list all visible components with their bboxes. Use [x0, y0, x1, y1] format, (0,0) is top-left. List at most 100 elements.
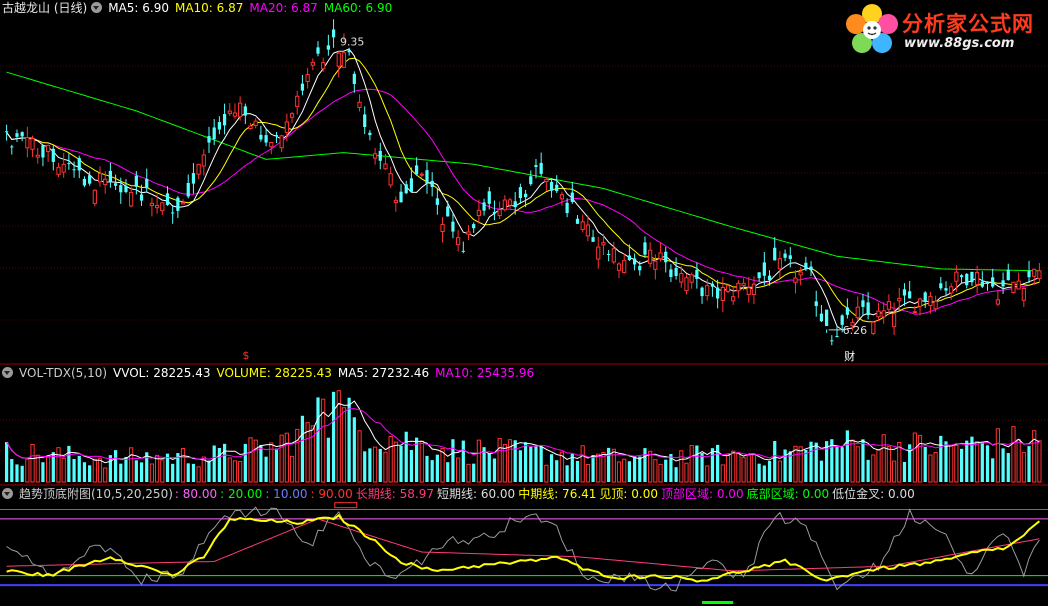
volume-bar: [476, 439, 481, 483]
candlestick: [648, 242, 653, 268]
volume-bar: [850, 439, 855, 483]
volume-bar: [269, 442, 274, 483]
candlestick: [46, 144, 51, 162]
volume-bar: [939, 435, 943, 482]
volume-bar: [876, 449, 881, 483]
volume-bar: [1027, 446, 1031, 482]
volume-bar: [954, 444, 959, 483]
candlestick: [1006, 263, 1010, 281]
candlestick: [363, 106, 367, 134]
dropdown-circle-icon[interactable]: [91, 2, 103, 13]
candle-body: [212, 127, 216, 140]
volume-bar: [51, 452, 55, 482]
candle-body: [949, 286, 954, 294]
candle-body: [305, 74, 310, 82]
candle-body: [451, 221, 455, 232]
volume-bar: [741, 457, 746, 483]
dropdown-circle-icon[interactable]: [2, 488, 13, 499]
volume-bar: [601, 452, 606, 483]
candle-body: [830, 340, 834, 342]
candle-body: [570, 192, 574, 203]
candlestick: [41, 144, 45, 167]
volume-bar: [804, 449, 808, 482]
candle-body: [160, 202, 165, 212]
candle-body: [1011, 281, 1016, 293]
candle-body: [773, 247, 777, 261]
candlestick: [855, 296, 860, 321]
finance-marker[interactable]: 财: [844, 349, 855, 363]
volume-bar: [368, 448, 372, 482]
candle-body: [30, 138, 35, 150]
candlestick: [959, 274, 964, 284]
candle-body: [4, 131, 9, 133]
candle-body: [1006, 269, 1010, 281]
candlestick: [638, 261, 642, 276]
candlestick: [25, 126, 30, 158]
candlestick: [773, 237, 777, 261]
candlestick: [300, 74, 305, 96]
volume-bar: [165, 453, 170, 482]
candle-body: [736, 282, 741, 292]
candlestick: [523, 189, 528, 208]
candlestick: [1011, 281, 1016, 294]
volume-bar: [160, 459, 165, 483]
candlestick: [440, 217, 445, 243]
volume-bar: [238, 461, 243, 483]
dropdown-circle-icon[interactable]: [2, 367, 13, 378]
candlestick: [372, 147, 378, 165]
candlestick: [954, 265, 959, 293]
candle-body: [700, 287, 704, 297]
volume-bar: [191, 463, 196, 482]
volume-bar: [253, 439, 258, 483]
volume-bar: [886, 446, 892, 483]
candle-body: [502, 199, 507, 211]
candle-body: [995, 299, 1000, 305]
candle-body: [129, 191, 134, 207]
candle-body: [25, 137, 30, 149]
volume-bar: [295, 428, 300, 483]
candle-body: [227, 110, 232, 114]
volume-bar: [788, 451, 792, 482]
candlestick: [269, 141, 274, 155]
volume-bar: [414, 437, 419, 482]
candle-body: [788, 255, 792, 259]
volume-bar: [689, 445, 694, 483]
volume-bar: [207, 460, 211, 482]
volume-bar: [92, 458, 97, 483]
candle-body: [35, 154, 40, 158]
candlestick: [305, 67, 310, 89]
candlestick: [923, 291, 927, 308]
volume-bar: [705, 465, 710, 483]
candlestick: [1016, 272, 1021, 290]
volume-bar: [341, 407, 347, 483]
volume-bar: [534, 446, 538, 482]
volume-bar: [710, 448, 715, 482]
dividend-marker[interactable]: $: [242, 349, 249, 362]
indicator-chart-header: 趋势顶底附图(10,5,20,250): 80.00: 20.00: 10.00…: [2, 486, 921, 502]
candle-body: [176, 197, 180, 211]
candle-body: [643, 242, 647, 255]
volume-bar: [923, 446, 927, 482]
volume-bar: [1032, 430, 1037, 483]
volume-bar: [720, 464, 725, 483]
candlestick: [917, 297, 923, 316]
volume-bar: [798, 446, 803, 483]
candlestick: [476, 199, 481, 224]
candlestick: [497, 201, 502, 219]
volume-bar: [124, 456, 128, 482]
candlestick: [129, 187, 134, 208]
candlestick: [507, 197, 513, 209]
volume-bar: [855, 446, 860, 483]
candlestick: [368, 129, 372, 141]
see-top-readout: 见顶: 0.00: [599, 487, 658, 501]
ma20-line: [6, 88, 1040, 315]
candle-body: [217, 122, 221, 130]
candle-body: [243, 106, 247, 116]
candle-body: [269, 141, 274, 148]
candle-body: [850, 322, 855, 327]
volume-bar: [363, 451, 367, 482]
volume-bar: [674, 467, 678, 482]
ma60-readout: MA60: 6.90: [323, 1, 393, 15]
volume-bar: [616, 461, 622, 483]
candlestick: [472, 222, 476, 233]
